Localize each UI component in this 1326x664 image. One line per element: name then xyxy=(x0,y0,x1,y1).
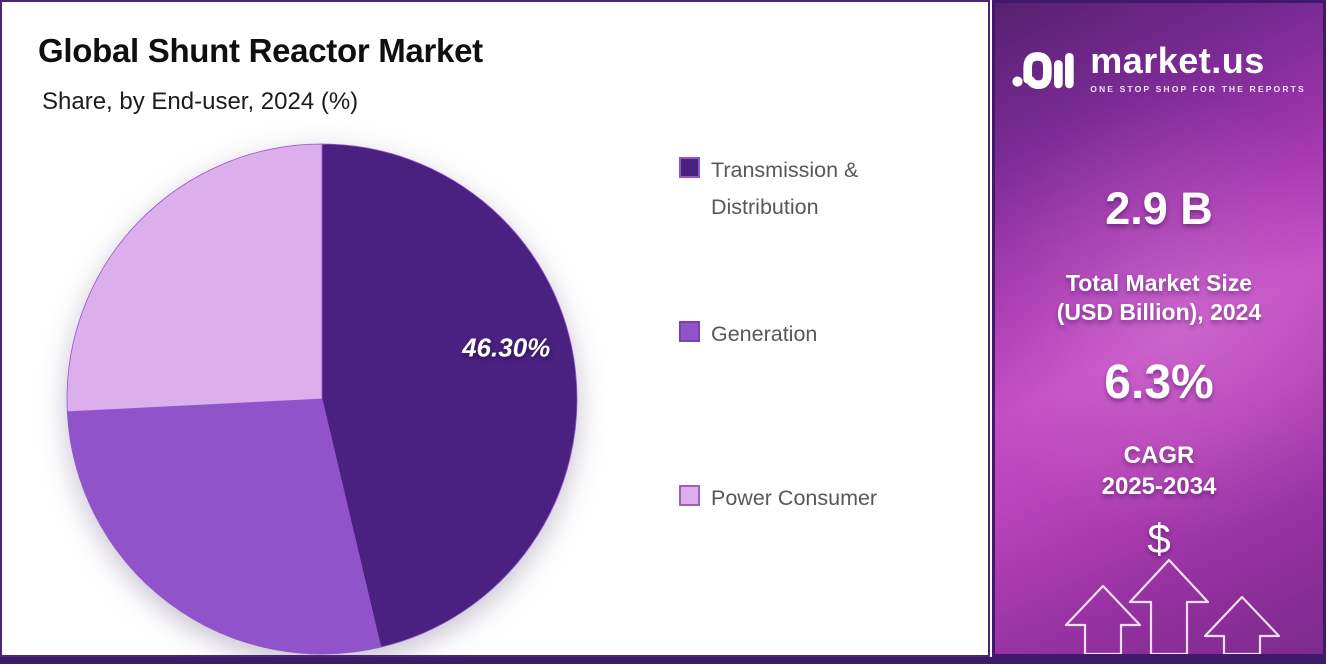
legend-item: Power Consumer xyxy=(679,480,936,517)
brand-name: market.us xyxy=(1090,40,1265,81)
cagr-label: CAGR 2025-2034 xyxy=(995,441,1323,502)
legend-swatch xyxy=(679,157,700,178)
legend-label: Generation xyxy=(711,322,818,346)
cagr-label-line2: 2025-2034 xyxy=(1101,472,1217,500)
pie-slice-power-consumer xyxy=(66,143,323,413)
brand-tagline: ONE STOP SHOP FOR THE REPORTS xyxy=(1090,84,1306,94)
chart-panel: Global Shunt Reactor Market Share, by En… xyxy=(0,0,990,657)
cagr-label-line1: CAGR xyxy=(1123,442,1195,469)
market-size-value: 2.9 B xyxy=(1105,183,1213,234)
cagr-value: 6.3% xyxy=(1104,356,1214,409)
dollar-icon: $ xyxy=(1147,515,1171,562)
legend-label: Power Consumer xyxy=(711,486,878,510)
legend-swatch xyxy=(679,321,700,342)
legend-swatch xyxy=(679,485,700,506)
page-subtitle: Share, by End-user, 2024 (%) xyxy=(42,88,359,115)
legend-item: Generation xyxy=(679,316,936,353)
page-title: Global Shunt Reactor Market xyxy=(38,32,483,69)
pie-chart: 46.30% xyxy=(66,143,578,655)
market-size-label-line2: (USD Billion), 2024 xyxy=(1056,299,1262,326)
pie-slice-generation xyxy=(66,398,382,655)
market-size-label-line1: Total Market Size xyxy=(1065,270,1253,296)
bottom-bar xyxy=(0,657,1326,664)
brand-logo: market.us ONE STOP SHOP FOR THE REPORTS xyxy=(995,43,1323,94)
growth-arrows-icon xyxy=(1064,558,1281,654)
marketus-logo-icon xyxy=(1012,51,1074,89)
legend: Transmission & Distribution Generation Pow… xyxy=(679,152,979,552)
market-size-label: Total Market Size (USD Billion), 2024 xyxy=(995,269,1323,327)
legend-label: Transmission & Distribution xyxy=(711,158,859,219)
legend-item: Transmission & Distribution xyxy=(679,152,936,225)
pie-slice-transmission-distribution xyxy=(321,143,578,648)
pie-slice-label: 46.30% xyxy=(461,332,550,362)
brand-panel: market.us ONE STOP SHOP FOR THE REPORTS … xyxy=(992,0,1326,657)
